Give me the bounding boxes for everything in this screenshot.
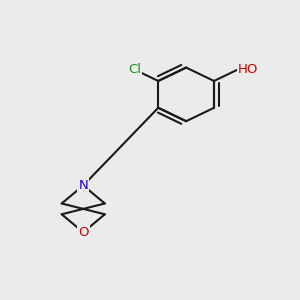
Text: O: O <box>78 226 88 239</box>
Text: N: N <box>78 179 88 192</box>
Text: Cl: Cl <box>128 63 141 76</box>
Text: HO: HO <box>238 63 258 76</box>
